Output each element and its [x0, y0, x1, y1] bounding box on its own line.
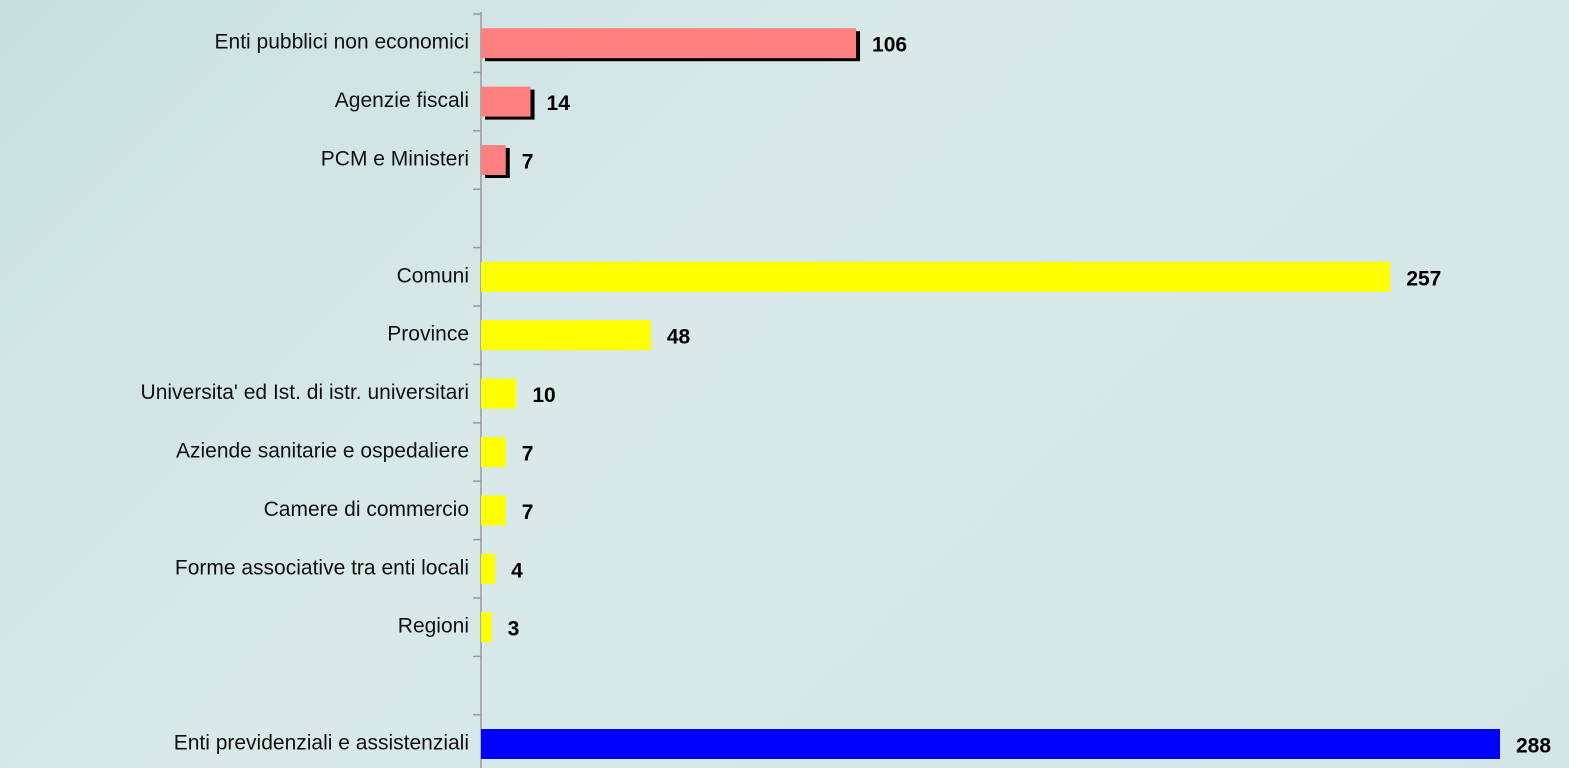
value-label: 257: [1406, 267, 1441, 290]
category-label: Aziende sanitarie e ospedaliere: [176, 440, 469, 463]
value-label: 7: [522, 443, 534, 466]
bar: [481, 28, 857, 59]
bar: [481, 729, 1500, 759]
bar: [481, 437, 506, 467]
bar: [481, 378, 517, 409]
category-label: Forme associative tra enti locali: [175, 556, 469, 579]
value-label: 7: [522, 501, 534, 524]
category-label: Enti previdenziali e assistenziali: [174, 732, 469, 755]
category-label: Universita' ed Ist. di istr. universitar…: [141, 381, 469, 404]
value-label: 7: [522, 151, 534, 174]
value-label: 288: [1516, 735, 1551, 758]
category-label: Agenzie fiscali: [335, 89, 469, 112]
bar: [481, 86, 531, 117]
bar: [481, 553, 496, 584]
value-label: 10: [532, 384, 555, 407]
value-label: 48: [667, 326, 691, 349]
category-label: Enti pubblici non economici: [215, 31, 469, 54]
value-label: 106: [872, 34, 907, 57]
category-label: Comuni: [397, 264, 469, 287]
bar: [481, 495, 506, 526]
category-label: Province: [387, 323, 469, 346]
bar: [481, 320, 651, 351]
value-label: 4: [511, 559, 523, 582]
category-label: PCM e Ministeri: [321, 148, 469, 171]
category-label: Regioni: [398, 615, 469, 638]
bar: [481, 261, 1391, 292]
bar: [481, 612, 492, 643]
value-label: 14: [547, 92, 571, 115]
bar: [481, 145, 506, 175]
value-label: 3: [508, 618, 520, 641]
category-label: Camere di commercio: [264, 498, 469, 521]
